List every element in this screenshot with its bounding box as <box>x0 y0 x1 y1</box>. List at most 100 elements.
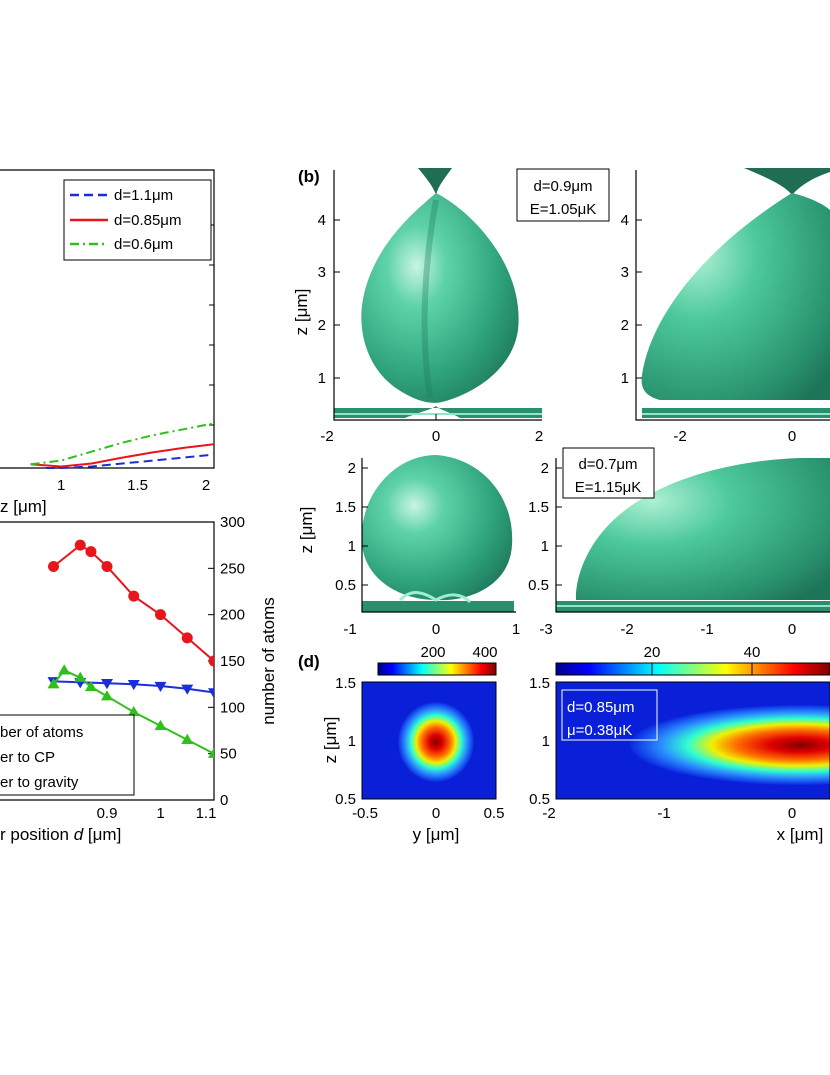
y-tick-label: 50 <box>220 746 237 763</box>
colorbar-tick-label: 40 <box>744 644 761 661</box>
x-axis-label-var: d <box>74 825 84 844</box>
y-tick-label: 0.5 <box>529 791 550 808</box>
y-tick-label: 100 <box>220 699 245 716</box>
data-marker <box>128 590 140 602</box>
x-tick-label: 2 <box>535 428 543 445</box>
isosurface-blob <box>641 193 830 400</box>
y-tick-label: 1 <box>348 538 356 555</box>
x-tick-label: 1.5 <box>127 477 148 494</box>
y-tick-label: 0.5 <box>335 577 356 594</box>
panel-label-b: (b) <box>298 167 320 186</box>
y-tick-label: 1 <box>541 538 549 555</box>
y-tick-label: 1.5 <box>335 675 356 692</box>
data-marker <box>85 546 97 558</box>
legend-label-d1.1: d=1.1μm <box>114 187 173 204</box>
x-tick-label: 1.1 <box>196 805 217 822</box>
axes-frame <box>361 458 516 613</box>
heatmap-blob <box>630 705 830 785</box>
axes-frame <box>0 169 215 469</box>
axes-frame <box>361 681 497 800</box>
y-axis-label: z [μm] <box>297 507 316 554</box>
tip-surface-top <box>744 168 830 195</box>
data-marker <box>101 690 113 701</box>
x-tick-label: 2 <box>202 477 210 494</box>
y-tick-label: 2 <box>318 317 326 334</box>
annotation-d: d=0.85μm <box>567 699 634 716</box>
x-tick-label: 1 <box>57 477 65 494</box>
x-tick-label: -2 <box>542 805 555 822</box>
y-axis-label: z [μm] <box>321 717 340 764</box>
annotation-e: E=1.15μK <box>575 479 642 496</box>
chart-c-left: 0.5 1 1.5 2 -1 0 1 z [μm] <box>297 455 520 638</box>
chart-top-left: 1 1.5 2 z [μm] d=1.1μm d=0.85μm d=0.6μm <box>0 169 215 516</box>
chart-b-left: 1 2 3 4 -2 0 2 z [μm] d=0.9μm E=1.05μK <box>292 168 610 445</box>
series-line-d1.1 <box>45 453 214 469</box>
isosurface-shading <box>421 199 439 399</box>
panel-label-d: (d) <box>298 652 320 671</box>
y-tick-label: 3 <box>318 264 326 281</box>
isosurface-bulb <box>361 193 519 403</box>
data-marker <box>155 609 166 621</box>
x-tick-label: 0 <box>432 621 440 638</box>
x-tick-label: -1 <box>343 621 356 638</box>
data-marker <box>208 747 214 758</box>
y-tick-label: 150 <box>220 653 245 670</box>
data-marker <box>101 560 113 572</box>
x-tick-label: 0 <box>432 805 440 822</box>
x-tick-label: 1 <box>156 805 164 822</box>
axes-frame <box>635 170 830 421</box>
y-tick-label: 0 <box>220 792 228 809</box>
x-axis-label-text: r position <box>0 825 74 844</box>
colorbar <box>555 662 830 676</box>
y-tick-label: 250 <box>220 560 245 577</box>
x-tick-label: -2 <box>673 428 686 445</box>
x-tick-label: -2 <box>620 621 633 638</box>
data-marker <box>154 719 167 731</box>
y-tick-label: 3 <box>621 264 629 281</box>
x-tick-label: 0 <box>788 805 796 822</box>
isosurface-sphere <box>361 455 513 601</box>
data-marker <box>208 688 214 699</box>
x-axis-label-unit: [μm] <box>83 825 121 844</box>
heatmap-blob <box>398 702 474 782</box>
right-axis-label: number of atoms <box>259 597 278 725</box>
colorbar-tick-label: 400 <box>472 644 497 661</box>
annotation-box <box>561 689 658 741</box>
series-line-d0.85 <box>30 443 214 468</box>
x-axis-label: y [μm] <box>413 825 460 844</box>
data-marker <box>181 733 194 744</box>
y-tick-label: 0.5 <box>528 577 549 594</box>
series-line-d0.6 <box>30 422 214 466</box>
surface-highlight <box>398 591 472 604</box>
x-tick-label: -3 <box>539 621 552 638</box>
legend: ber of atoms er to CP er to gravity <box>0 714 135 796</box>
x-tick-label: -2 <box>320 428 333 445</box>
chart-b-right: 1 2 3 4 -2 0 <box>621 168 830 445</box>
data-marker <box>58 664 71 675</box>
annotation-box <box>562 447 655 499</box>
legend: d=1.1μm d=0.85μm d=0.6μm <box>63 179 212 261</box>
x-tick-label: 0 <box>788 428 796 445</box>
chart-d-right: 20 40 1.5 1 0.5 -2 -1 0 x [μm] d=0.85μm … <box>529 644 830 844</box>
x-tick-label: 0 <box>788 621 796 638</box>
legend-label-atoms: ber of atoms <box>0 724 83 741</box>
colorbar-tick-label: 20 <box>644 644 661 661</box>
data-marker <box>47 678 60 689</box>
data-marker <box>127 679 140 691</box>
x-axis-label: r position d [μm] <box>0 825 121 844</box>
data-marker <box>181 684 194 695</box>
axes-frame <box>555 681 830 800</box>
y-tick-label: 200 <box>220 607 245 624</box>
data-marker <box>48 560 59 572</box>
data-marker <box>101 679 113 690</box>
chart-d-left: 200 400 1.5 1 0.5 -0.5 0 0.5 y [μm] z [μ… <box>321 644 504 844</box>
x-tick-label: 0.5 <box>484 805 505 822</box>
chart-bottom-left: 0 50 100 150 200 250 300 number of atoms… <box>0 514 278 844</box>
isosurface-blob <box>575 458 830 600</box>
y-tick-label: 2 <box>348 460 356 477</box>
legend-label-cp: er to CP <box>0 749 55 766</box>
x-tick-label: -1 <box>700 621 713 638</box>
legend-label-d0.85: d=0.85μm <box>114 212 181 229</box>
x-axis-label: z [μm] <box>0 497 47 516</box>
